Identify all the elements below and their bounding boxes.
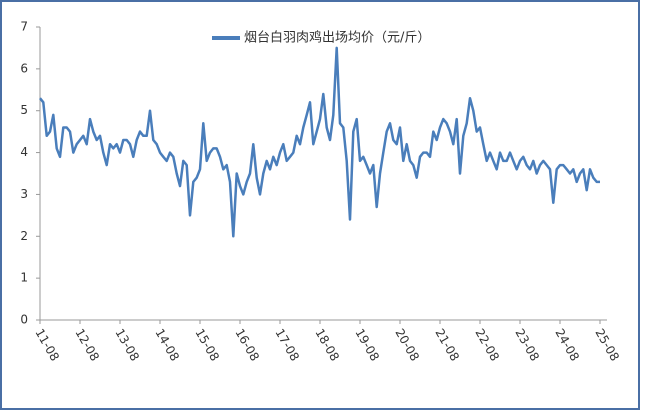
y-tick-label: 4 xyxy=(20,145,28,159)
x-tick-label: 13-08 xyxy=(112,326,142,363)
y-tick-label: 1 xyxy=(20,271,28,285)
x-tick-label: 16-08 xyxy=(232,326,262,363)
y-tick-label: 7 xyxy=(20,20,28,34)
y-tick-label: 5 xyxy=(20,103,28,117)
line-series xyxy=(39,46,600,238)
x-tick-label: 15-08 xyxy=(192,326,222,363)
x-tick-label: 12-08 xyxy=(72,326,102,363)
legend-label: 烟台白羽肉鸡出场均价（元/斤） xyxy=(244,30,430,46)
x-tick-label: 25-08 xyxy=(592,326,622,363)
x-tick-label: 20-08 xyxy=(392,326,422,363)
y-tick-label: 6 xyxy=(20,61,28,75)
y-tick-label: 0 xyxy=(20,313,28,327)
x-tick-label: 24-08 xyxy=(552,326,582,363)
x-tick-label: 14-08 xyxy=(152,326,182,363)
y-tick-label: 3 xyxy=(20,187,28,201)
x-tick-label: 19-08 xyxy=(352,326,382,363)
x-tick-label: 11-08 xyxy=(32,326,62,363)
x-tick-label: 22-08 xyxy=(472,326,502,363)
y-tick-label: 2 xyxy=(20,229,28,243)
x-tick-label: 18-08 xyxy=(312,326,342,363)
x-tick-label: 17-08 xyxy=(272,326,302,363)
x-tick-label: 21-08 xyxy=(432,326,462,363)
x-tick-label: 23-08 xyxy=(512,326,542,363)
frame xyxy=(0,0,640,410)
